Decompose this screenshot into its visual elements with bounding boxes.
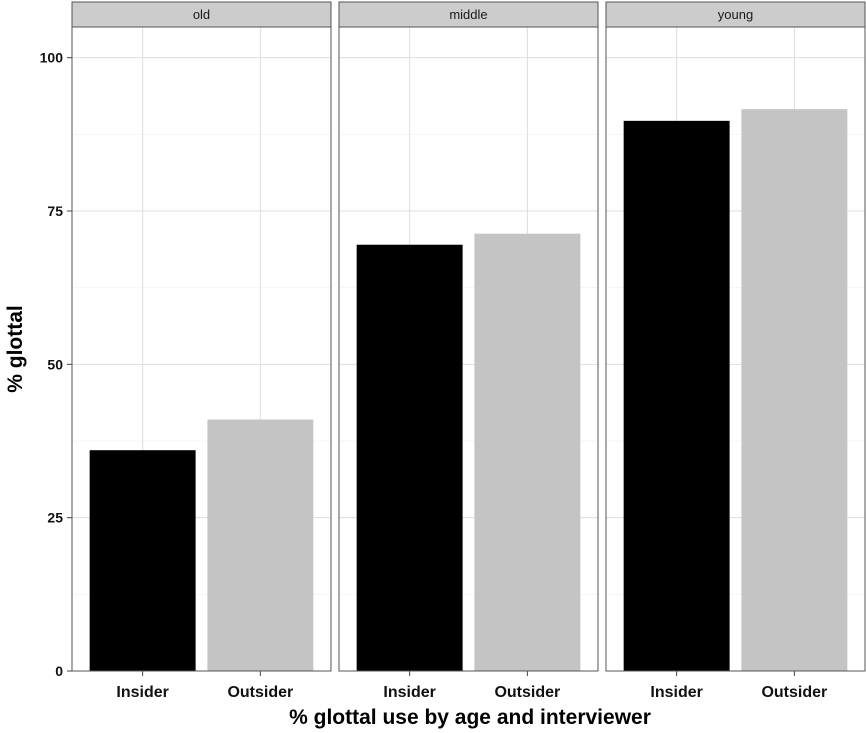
- y-tick-label: 25: [47, 510, 63, 526]
- bar-old-insider: [89, 450, 196, 671]
- facet-strip: [605, 1, 866, 28]
- x-axis-title: % glottal use by age and interviewer: [289, 706, 651, 729]
- y-tick-label: 100: [40, 50, 64, 66]
- x-tick-label: Outsider: [227, 684, 293, 701]
- panel-border: [71, 26, 332, 672]
- facet-strip: [71, 1, 332, 28]
- facet-strip: [338, 1, 599, 28]
- facet-strip-label: old: [193, 7, 210, 22]
- panel-border: [338, 26, 599, 672]
- y-tick-label: 0: [55, 663, 63, 679]
- bar-old-outsider: [207, 419, 314, 671]
- bar-middle-insider: [356, 244, 463, 671]
- y-axis: 0 25 50 75 100: [40, 50, 72, 679]
- facet-strip-label: young: [718, 7, 753, 22]
- panel-border: [605, 26, 866, 672]
- bar-young-outsider: [741, 109, 848, 672]
- y-tick-label: 75: [47, 203, 63, 219]
- x-tick-label: Insider: [116, 684, 168, 701]
- panel-old: old Insider Outsider: [71, 1, 332, 701]
- bar-middle-outsider: [474, 233, 581, 671]
- x-tick-label: Outsider: [494, 684, 560, 701]
- facet-strip-label: middle: [449, 7, 487, 22]
- y-tick-label: 50: [47, 356, 63, 372]
- panel-middle: middle Insider Outsider: [338, 1, 599, 701]
- panel-young: young Insider Outsider: [605, 1, 866, 701]
- x-tick-label: Outsider: [761, 684, 827, 701]
- x-tick-label: Insider: [650, 684, 702, 701]
- x-tick-label: Insider: [383, 684, 435, 701]
- bar-young-insider: [623, 120, 730, 672]
- y-axis-title: % glottal: [4, 305, 27, 393]
